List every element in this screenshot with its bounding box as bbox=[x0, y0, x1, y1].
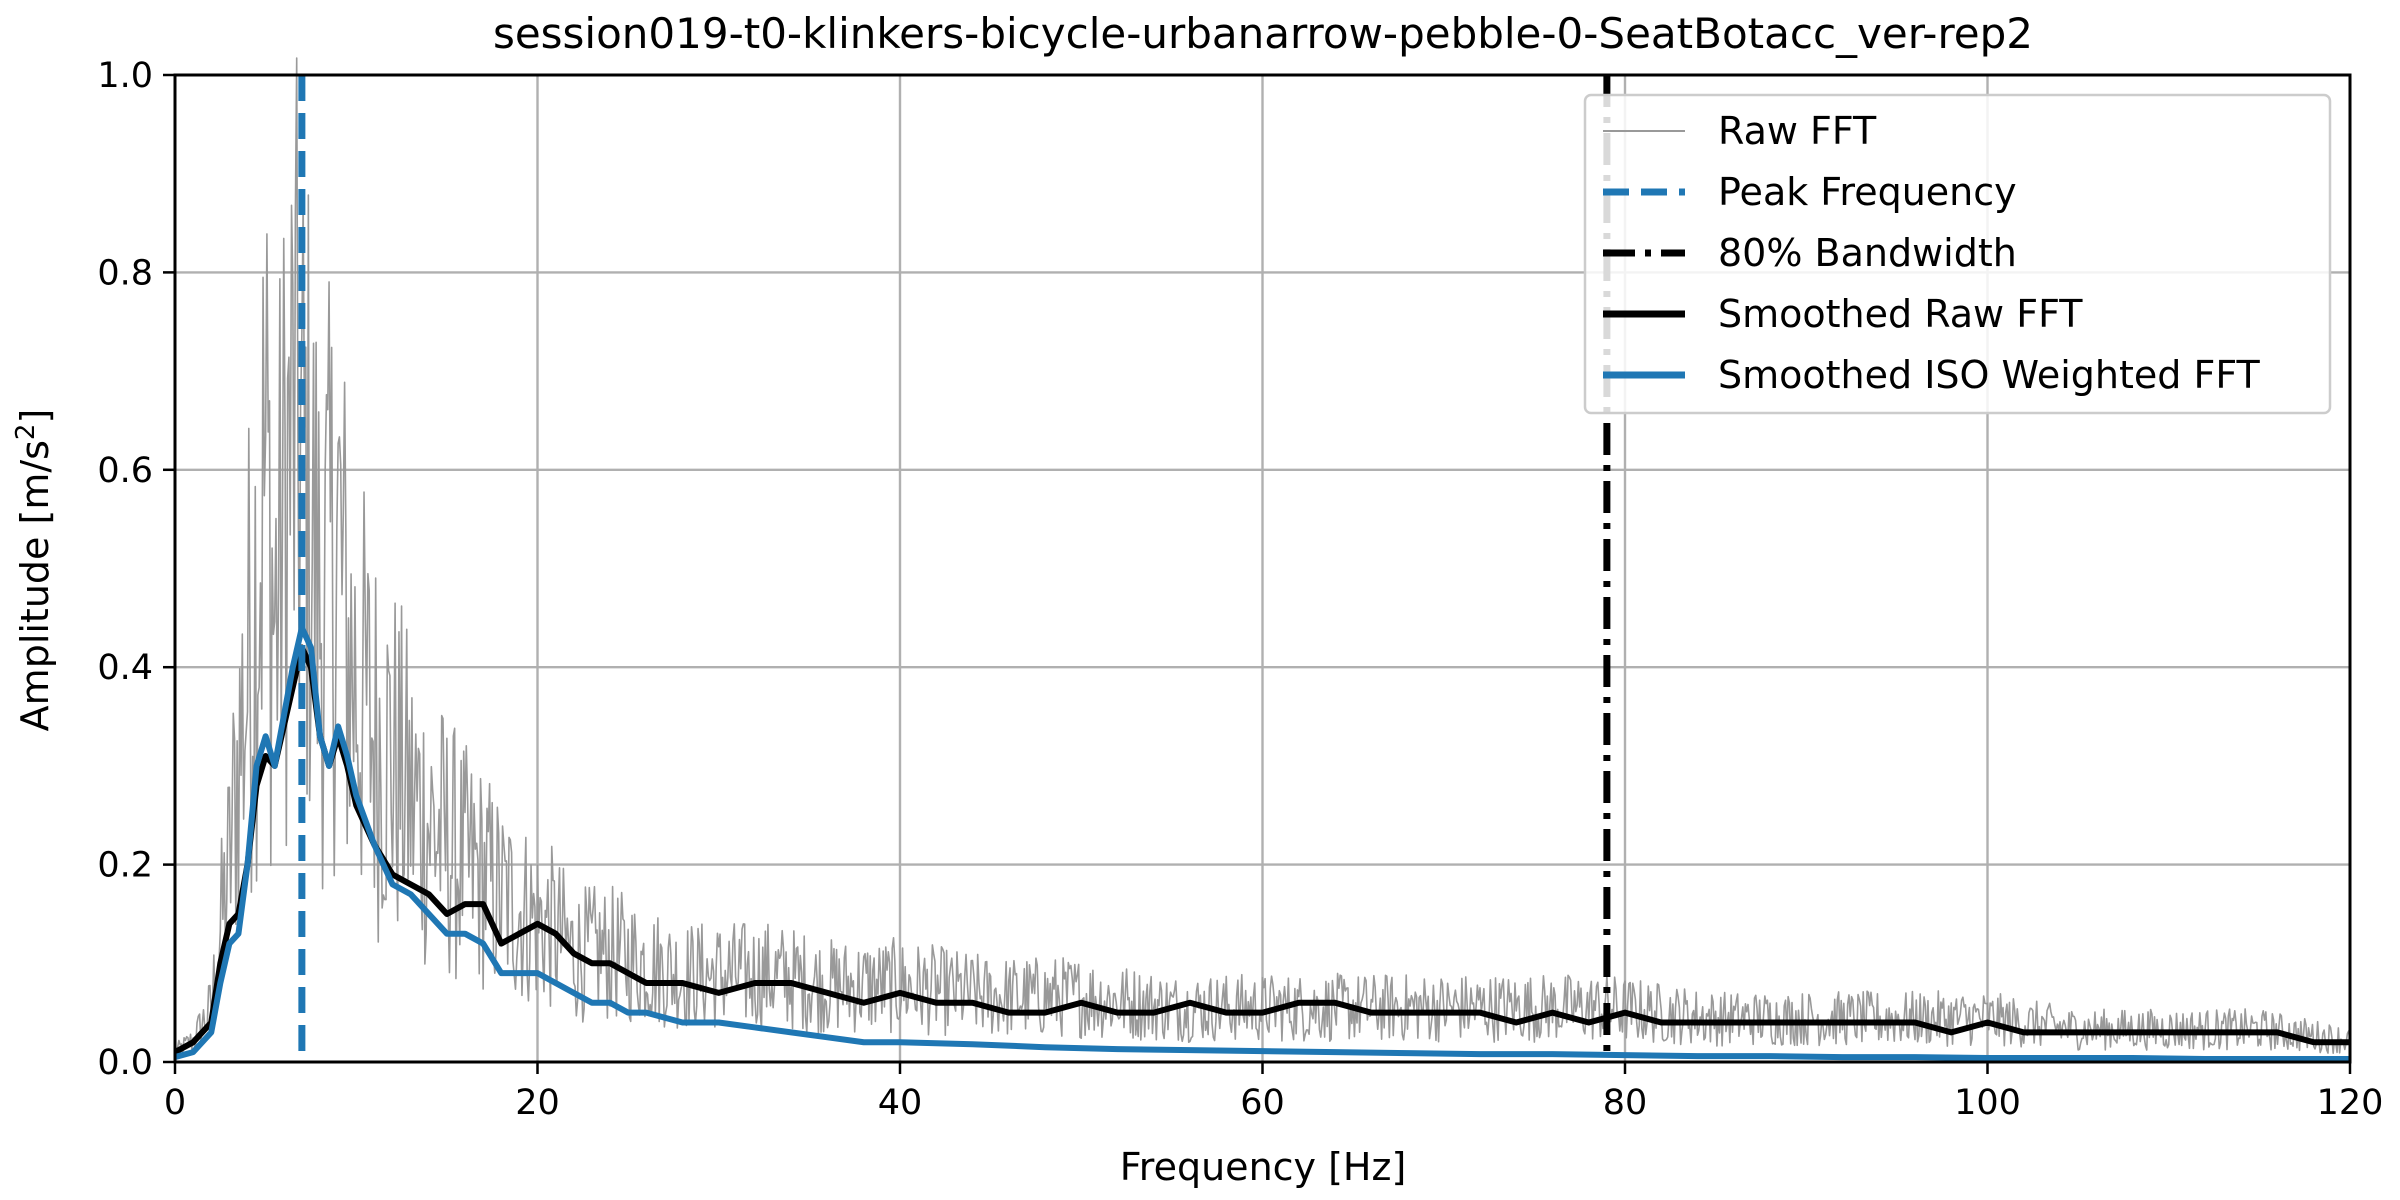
legend-label-4: Smoothed ISO Weighted FFT bbox=[1718, 353, 2261, 397]
y-tick-label-1: 0.2 bbox=[97, 846, 153, 886]
legend: Raw FFT Peak Frequency 80% Bandwidth Smooth… bbox=[1583, 93, 2332, 415]
x-tick-label-4: 80 bbox=[1603, 1083, 1648, 1123]
x-tick-label-0: 0 bbox=[164, 1083, 186, 1123]
y-tick-label-2: 0.4 bbox=[97, 648, 153, 688]
y-axis-label: Amplitude [m/s2] bbox=[11, 409, 57, 732]
y-tick-label-3: 0.6 bbox=[97, 451, 153, 491]
legend-label-0: Raw FFT bbox=[1718, 109, 1877, 153]
x-tick-label-2: 40 bbox=[878, 1083, 923, 1123]
y-axis-ticks: 0.0 0.2 0.4 0.6 0.8 1.0 bbox=[97, 56, 175, 1083]
legend-box bbox=[1583, 93, 2332, 415]
x-axis-label: Frequency [Hz] bbox=[1120, 1145, 1407, 1189]
legend-label-3: Smoothed Raw FFT bbox=[1718, 292, 2083, 336]
series-line-2 bbox=[174, 624, 2350, 1063]
series-layer bbox=[173, 57, 2351, 1063]
x-tick-label-3: 60 bbox=[1240, 1083, 1285, 1123]
x-tick-label-6: 120 bbox=[2317, 1083, 2384, 1123]
x-tick-label-1: 20 bbox=[515, 1083, 560, 1123]
x-tick-label-5: 100 bbox=[1954, 1083, 2021, 1123]
y-axis-label-main: Amplitude [m/s bbox=[13, 440, 57, 731]
y-tick-label-0: 0.0 bbox=[97, 1043, 153, 1083]
series-line-0 bbox=[174, 57, 2351, 1055]
vline-layer bbox=[298, 75, 1611, 1062]
y-tick-label-4: 0.8 bbox=[97, 253, 153, 293]
y-axis-label-superscript: 2 bbox=[11, 424, 41, 441]
y-axis-label-end: ] bbox=[13, 409, 57, 424]
x-axis-ticks: 0 20 40 60 80 100 120 bbox=[164, 1062, 2384, 1123]
chart-title: session019-t0-klinkers-bicycle-urbanarro… bbox=[493, 9, 2033, 58]
legend-label-1: Peak Frequency bbox=[1718, 170, 2017, 214]
y-tick-label-5: 1.0 bbox=[97, 56, 153, 96]
legend-label-2: 80% Bandwidth bbox=[1718, 231, 2017, 275]
